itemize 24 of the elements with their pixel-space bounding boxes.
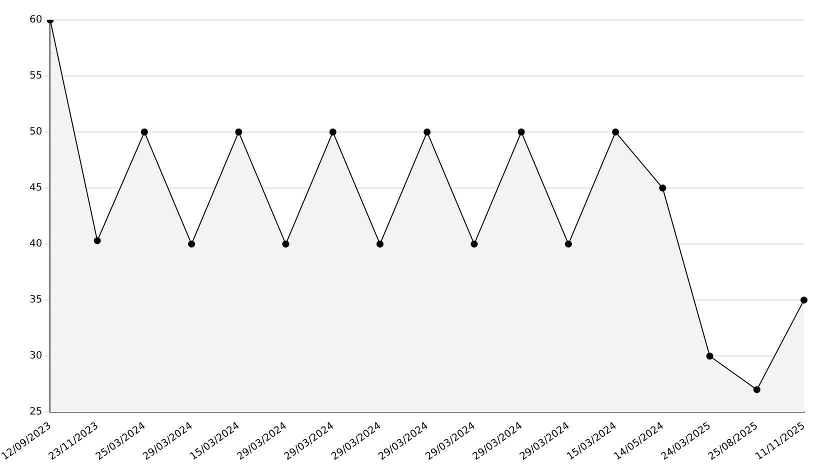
y-tick-label: 25 xyxy=(29,406,42,418)
point xyxy=(282,240,290,248)
y-tick-label: 60 xyxy=(29,14,42,26)
point xyxy=(140,128,148,136)
point xyxy=(518,128,525,136)
point xyxy=(94,237,101,244)
y-tick-label: 45 xyxy=(29,182,42,194)
point xyxy=(800,296,808,304)
y-tick-label: 30 xyxy=(29,350,42,362)
point xyxy=(564,240,572,248)
y-tick-label: 55 xyxy=(29,70,42,82)
point xyxy=(424,128,431,136)
point xyxy=(659,184,666,192)
point xyxy=(753,386,760,394)
point xyxy=(329,128,336,136)
y-tick-label: 50 xyxy=(29,126,42,138)
point xyxy=(235,128,242,136)
point xyxy=(376,240,384,248)
point xyxy=(188,240,196,248)
y-tick-label: 40 xyxy=(29,238,42,250)
point xyxy=(470,240,478,248)
point xyxy=(706,352,714,360)
point xyxy=(612,128,620,136)
y-tick-label: 35 xyxy=(29,294,42,306)
